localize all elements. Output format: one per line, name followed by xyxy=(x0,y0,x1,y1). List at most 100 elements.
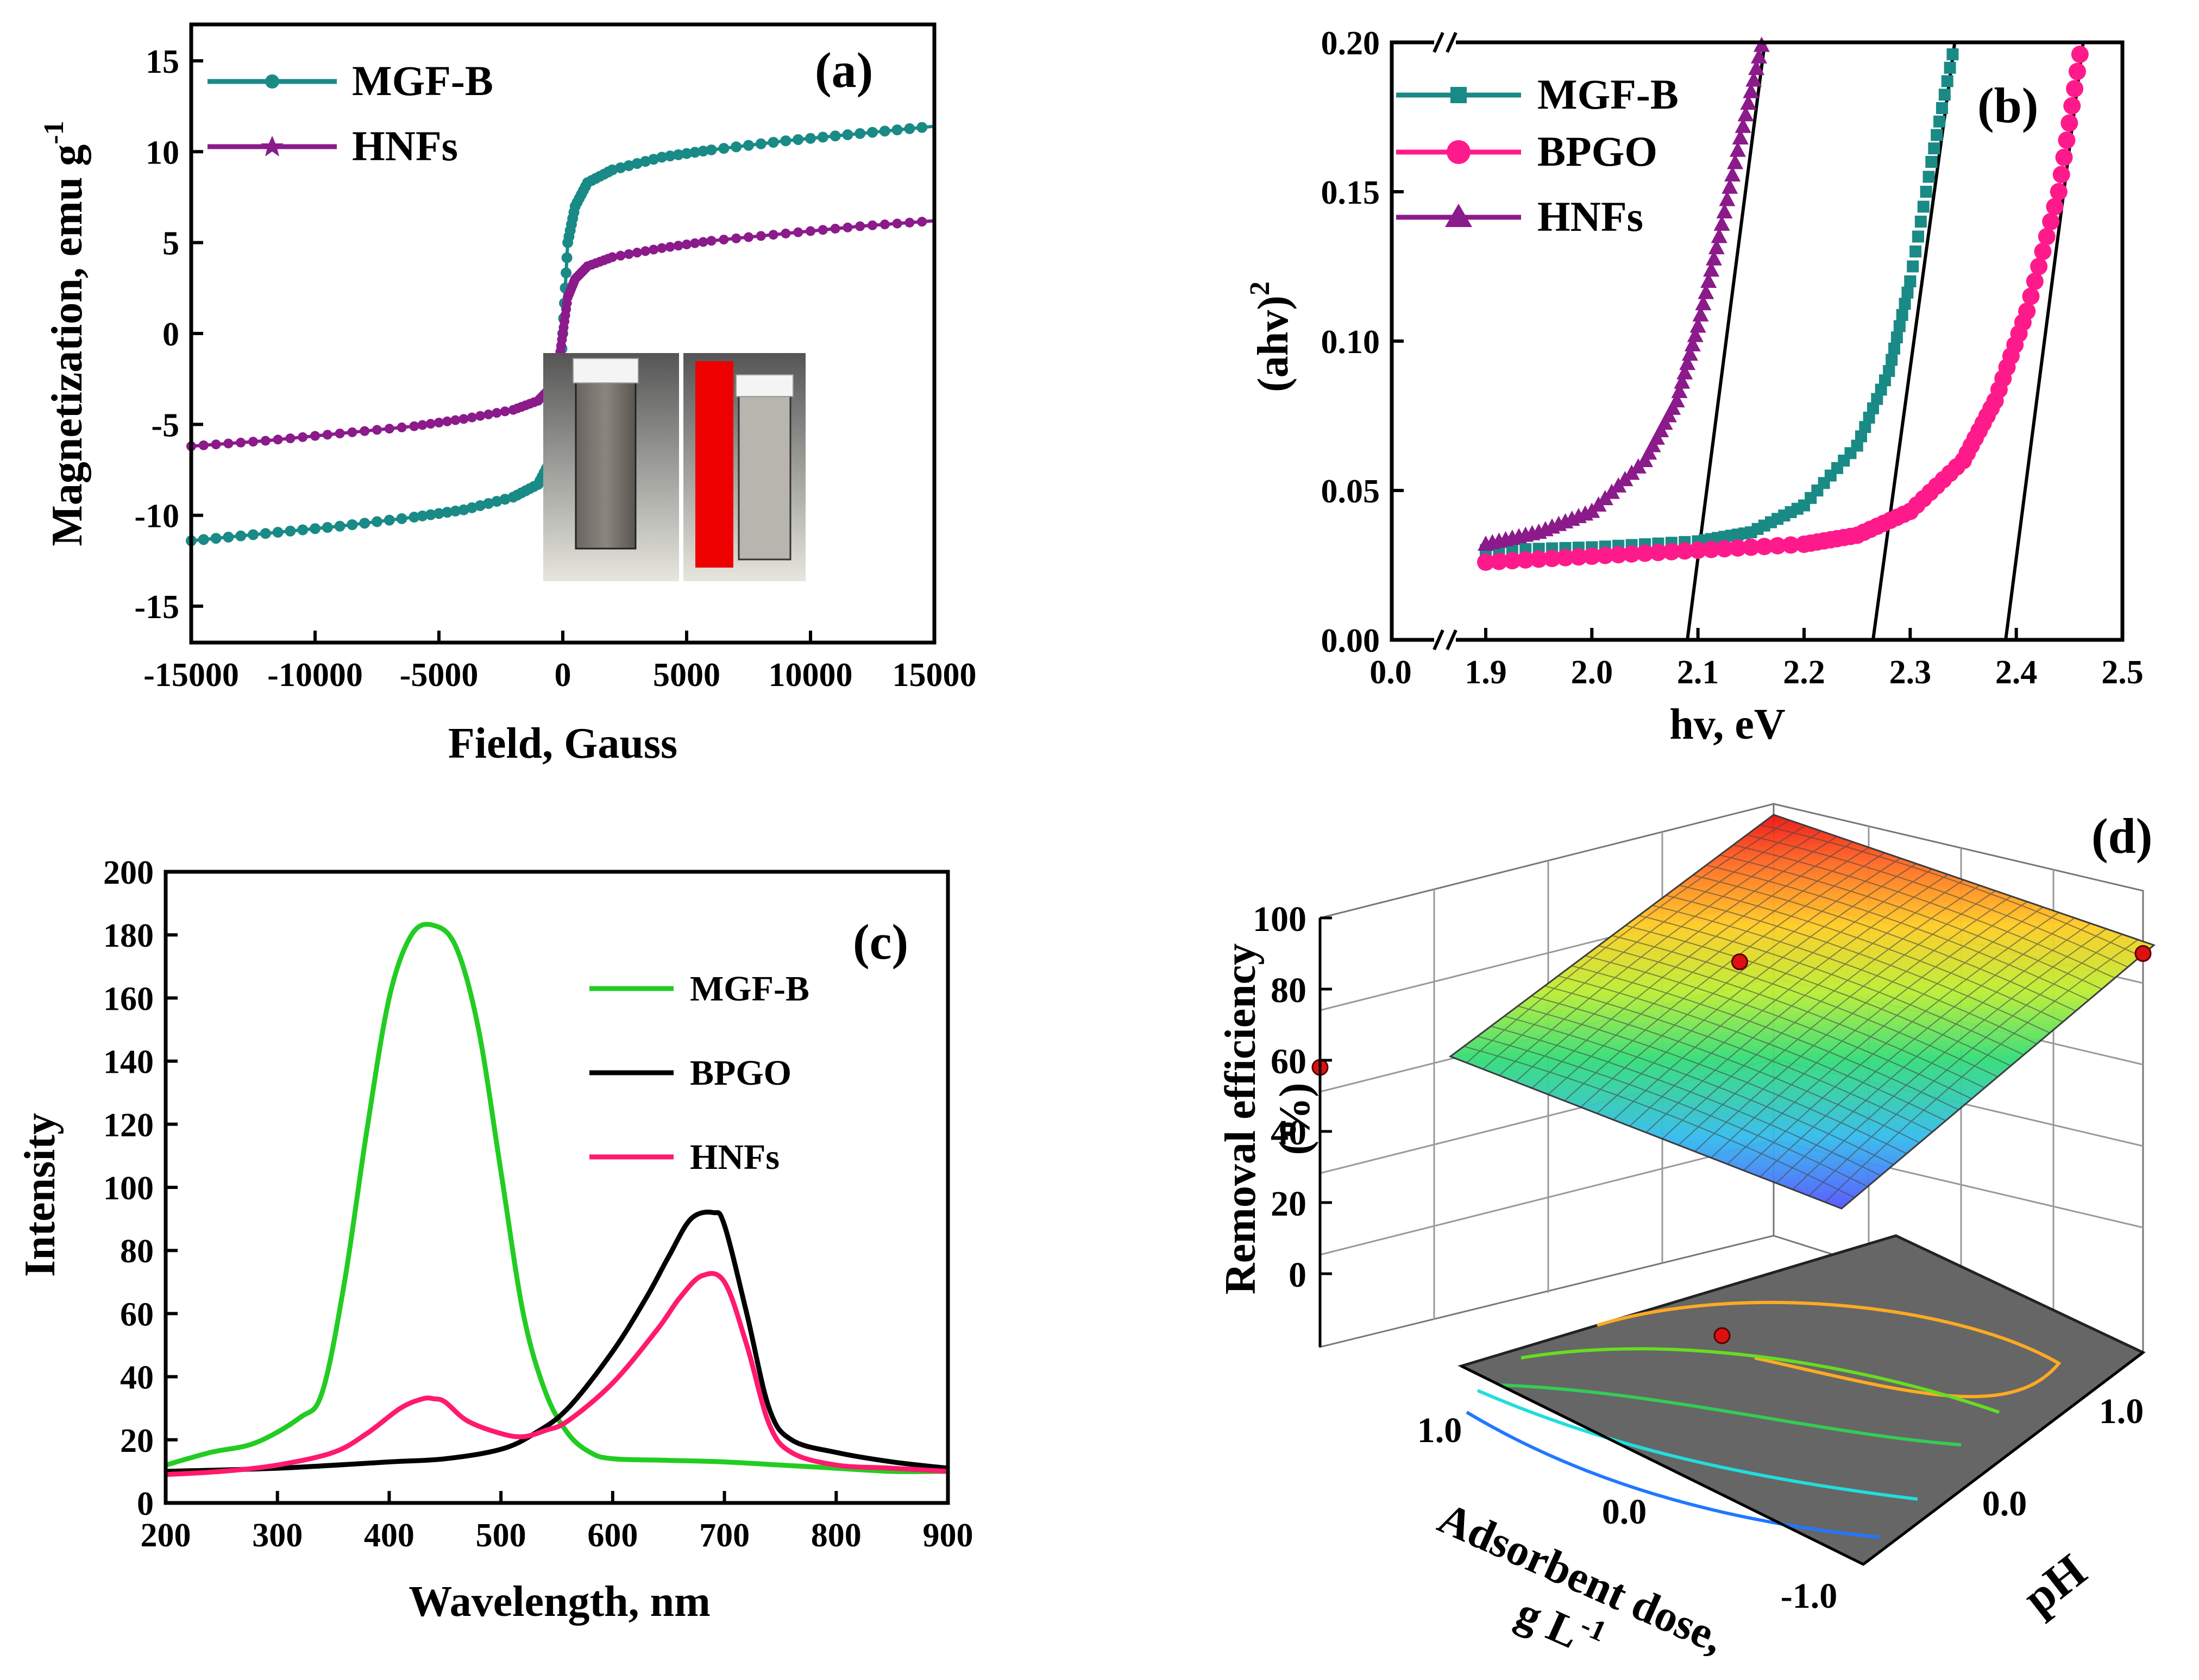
panel-d-zticks: 0 20 40 60 80 100 xyxy=(1253,899,1332,1295)
panel-a-point-hnfs xyxy=(434,418,444,428)
panel-a-point-hnfs xyxy=(285,433,296,444)
panel-d-mesh-line xyxy=(1808,934,2123,1197)
panel-c-xtick-5: 700 xyxy=(699,1517,750,1554)
panel-a-xtick-6: 15000 xyxy=(893,657,977,694)
panel-b-point-mgf-b xyxy=(1896,309,1908,321)
panel-d-mesh-line xyxy=(1466,820,1790,1064)
panel-b-point-mgf-b xyxy=(1878,374,1891,387)
panel-c-label: (c) xyxy=(853,914,908,970)
panel-b-point-mgf-b xyxy=(1931,129,1943,141)
panel-d-xtick-1: 0.0 xyxy=(1602,1492,1647,1532)
panel-a-point-mgf-b xyxy=(235,530,247,542)
panel-c-xlabel: Wavelength, nm xyxy=(409,1578,711,1626)
panel-a-point-mgf-b xyxy=(372,516,382,527)
panel-a-point-mgf-b xyxy=(499,494,511,505)
panel-c-line-mgf-b xyxy=(165,922,948,1474)
panel-a-point-hnfs xyxy=(632,248,642,258)
panel-b-point-bpgo xyxy=(2018,303,2036,320)
panel-d-mesh-line xyxy=(1679,884,2063,1023)
panel-d-mesh-line xyxy=(1733,844,2115,979)
panel-d-ztick-1: 20 xyxy=(1271,1184,1306,1224)
panel-c-xtick-6: 800 xyxy=(811,1517,862,1554)
panel-c-xtick-1: 300 xyxy=(252,1517,303,1554)
panel-a-ytick-3: 0 xyxy=(162,316,179,353)
panel-b-point-mgf-b xyxy=(1867,402,1879,414)
panel-a-point-mgf-b xyxy=(718,143,730,154)
panel-b-point-bpgo xyxy=(2034,243,2052,260)
legend-c-bpgo: BPGO xyxy=(690,1053,791,1093)
panel-a-point-mgf-b xyxy=(475,500,486,511)
panel-a-point-mgf-b xyxy=(743,140,754,151)
panel-a-point-hnfs xyxy=(335,429,345,439)
panel-d-mesh-line xyxy=(1638,915,2024,1055)
panel-b-point-bpgo xyxy=(1490,552,1508,570)
panel-a-point-mgf-b xyxy=(359,518,370,529)
panel-b-point-mgf-b xyxy=(1875,383,1887,396)
panel-d-mesh-line xyxy=(1719,854,2102,990)
panel-d-ztick-0: 0 xyxy=(1289,1255,1306,1295)
panel-a-point-mgf-b xyxy=(867,127,878,138)
legend-a-mgfb: MGF-B xyxy=(352,57,493,104)
panel-b-point-bpgo xyxy=(2026,273,2044,290)
panel-b-point-bpgo xyxy=(1623,545,1641,563)
panel-b-point-hnfs xyxy=(1729,141,1746,157)
panel-b-point-mgf-b xyxy=(1917,200,1930,213)
panel-d-ylabel: pH xyxy=(2013,1544,2096,1625)
panel-b-point-mgf-b xyxy=(1890,331,1903,344)
panel-b-point-mgf-b xyxy=(1855,430,1867,443)
panel-b-point-hnfs xyxy=(1740,95,1757,110)
panel-a-point-mgf-b xyxy=(780,135,791,147)
panel-a-point-mgf-b xyxy=(656,152,668,163)
panel-b-point-mgf-b xyxy=(1886,354,1898,366)
panel-a-point-hnfs xyxy=(483,409,494,419)
panel-a-point-mgf-b xyxy=(706,144,717,155)
panel-b-point-hnfs xyxy=(1682,345,1699,361)
panel-d-mesh-line xyxy=(1792,928,2107,1190)
panel-a-point-hnfs xyxy=(236,437,246,448)
panel-a-point-mgf-b xyxy=(260,528,271,539)
panel-a-point-hnfs xyxy=(360,426,370,436)
panel-a-point-hnfs xyxy=(417,420,428,430)
panel-b-xtick-0: 1.9 xyxy=(1465,654,1507,691)
panel-a-point-mgf-b xyxy=(842,129,853,141)
panel-a-inset-photo xyxy=(543,353,806,581)
panel-a: -15000 -10000 -5000 0 5000 10000 15000 -15 -10 -5… xyxy=(39,22,977,767)
panel-b-point-mgf-b xyxy=(1901,286,1914,299)
panel-b-point-bpgo xyxy=(2030,257,2048,275)
panel-b-xtick-2: 2.1 xyxy=(1677,654,1719,691)
panel-d-mesh-line xyxy=(1597,863,1917,1114)
panel-a-point-hnfs xyxy=(830,223,840,234)
panel-a-point-hnfs xyxy=(458,414,469,424)
panel-b-point-bpgo xyxy=(1769,537,1787,555)
panel-b-point-hnfs xyxy=(1713,215,1730,231)
panel-b-xtick-3: 2.2 xyxy=(1783,654,1825,691)
panel-d-mesh-line xyxy=(1652,904,2037,1045)
panel-b-point-hnfs xyxy=(1676,364,1693,380)
panel-a-point-mgf-b xyxy=(731,141,742,153)
panel-a-point-mgf-b xyxy=(425,509,436,520)
panel-b-ytick-0: 0.00 xyxy=(1321,622,1380,659)
panel-a-point-mgf-b xyxy=(561,267,572,279)
panel-d-ytick-0: 1.0 xyxy=(2099,1392,2144,1431)
panel-d-label: (d) xyxy=(2091,808,2152,864)
panel-b-point-mgf-b xyxy=(1899,298,1911,310)
panel-a-point-mgf-b xyxy=(681,148,692,159)
panel-b-point-hnfs xyxy=(1737,106,1754,122)
panel-b-point-mgf-b xyxy=(1944,61,1956,74)
panel-a-point-mgf-b xyxy=(433,508,444,519)
panel-a-point-hnfs xyxy=(682,239,692,249)
panel-b-point-bpgo xyxy=(2058,131,2076,149)
panel-b-point-mgf-b xyxy=(1909,246,1922,257)
panel-a-point-mgf-b xyxy=(483,498,494,509)
panel-a-ytick-4: 5 xyxy=(162,225,179,262)
panel-a-point-mgf-b xyxy=(817,131,828,143)
panel-a-point-hnfs xyxy=(649,244,659,255)
panel-b-point-hnfs xyxy=(1703,261,1720,277)
panel-a-point-hnfs xyxy=(640,246,650,256)
panel-b-point-bpgo xyxy=(2046,198,2064,216)
panel-b-point-hnfs xyxy=(1750,48,1767,64)
legend-b-bpgo: BPGO xyxy=(1537,128,1657,175)
panel-b-point-mgf-b xyxy=(1946,48,1959,60)
panel-a-point-hnfs xyxy=(855,221,865,231)
panel-a-point-hnfs xyxy=(690,238,700,248)
